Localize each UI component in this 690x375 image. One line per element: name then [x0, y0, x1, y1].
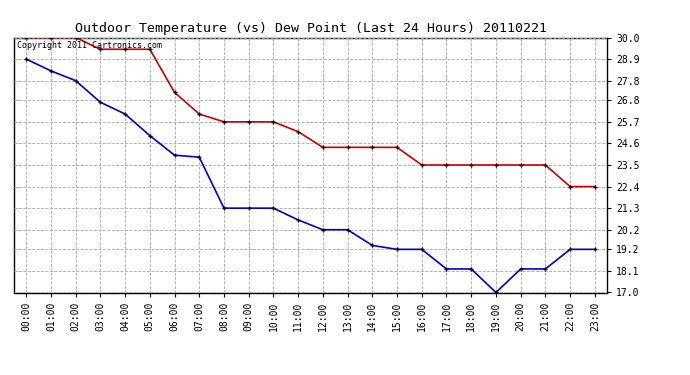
Text: Copyright 2011 Cartronics.com: Copyright 2011 Cartronics.com — [17, 41, 161, 50]
Title: Outdoor Temperature (vs) Dew Point (Last 24 Hours) 20110221: Outdoor Temperature (vs) Dew Point (Last… — [75, 22, 546, 35]
